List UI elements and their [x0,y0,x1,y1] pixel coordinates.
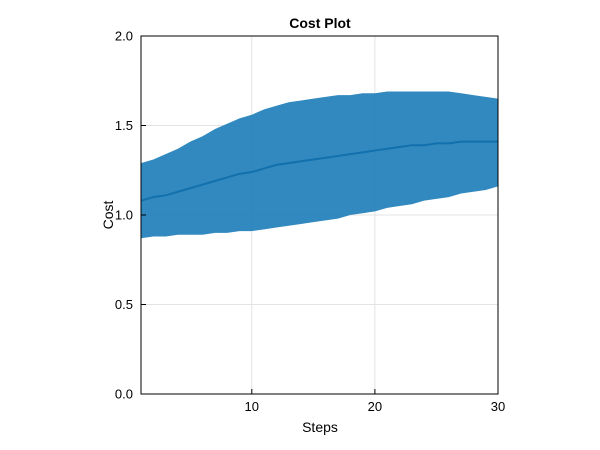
y-tick-label: 0.5 [115,297,133,312]
y-tick-label: 0.0 [115,387,133,402]
confidence-band-layer [141,91,498,239]
y-tick-label: 1.5 [115,118,133,133]
x-tick-label: 30 [491,399,505,414]
y-tick-label: 1.0 [115,208,133,223]
y-axis-label: Cost [100,201,116,230]
mean-line-layer [140,140,498,202]
x-axis-label: Steps [302,419,338,435]
y-tick-label: 2.0 [115,29,133,44]
mean-cost-line [140,140,498,202]
x-tick-label: 10 [245,399,259,414]
x-tick-label: 20 [368,399,382,414]
chart-title: Cost Plot [289,15,351,31]
confidence-band [141,91,498,239]
axis-ticks: 10 20 30 0.0 0.5 1.0 1.5 2.0 [115,29,505,415]
